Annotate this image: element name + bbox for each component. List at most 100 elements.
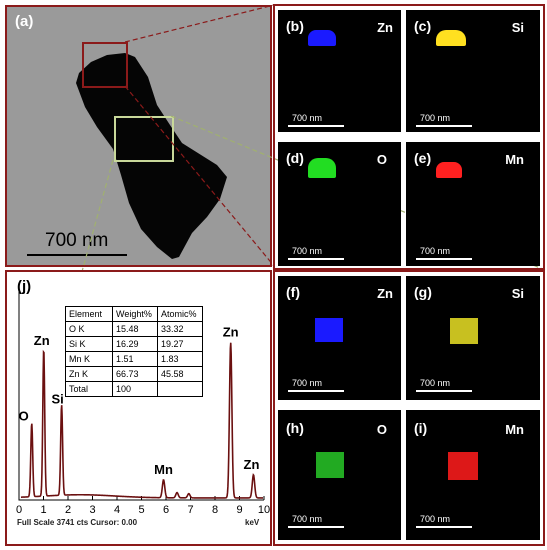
table-row: Zn K 66.73 45.58 [65, 366, 203, 382]
panel-g: (g) Si 700 nm [406, 276, 540, 400]
panel-e-scale-bar [416, 258, 472, 260]
x-tick-label: 5 [138, 504, 144, 516]
panel-d-scale-bar [288, 258, 344, 260]
panel-f-scale-text: 700 nm [292, 378, 323, 388]
panel-h-label: (h) [286, 420, 304, 436]
table-row: Total 100 [65, 381, 203, 397]
tem-image [76, 42, 227, 259]
table-header-row: Element Weight% Atomic% [65, 306, 203, 322]
panel-e-element: Mn [505, 152, 524, 167]
mn-map-signal [436, 162, 462, 178]
table-row: O K 15.48 33.32 [65, 321, 203, 337]
panel-d-label: (d) [286, 150, 304, 166]
zn-map-signal [308, 30, 336, 46]
panel-d-scale-text: 700 nm [292, 246, 323, 256]
panel-a-label: (a) [15, 13, 34, 30]
panel-h-scale-bar [288, 526, 344, 528]
panel-g-scale-bar [416, 390, 472, 392]
table-cell: Total [65, 381, 113, 397]
table-row: Si K 16.29 19.27 [65, 336, 203, 352]
peak-labels: O Zn Si Mn Zn Zn [19, 325, 260, 478]
table-cell: 100 [112, 381, 158, 397]
x-tick-label: 1 [40, 504, 46, 516]
peak-label: Si [51, 392, 63, 407]
panel-j: (j) 0 1 2 3 4 5 6 7 8 9 10 O Zn Si Mn Zn Zn Element Weig… [5, 270, 272, 546]
panel-d-element: O [376, 152, 387, 167]
panel-g-label: (g) [414, 284, 432, 300]
x-tick-label: 10 [258, 504, 270, 516]
table-cell: Weight% [112, 306, 158, 322]
x-tick-label: 6 [163, 504, 169, 516]
si-map-signal [436, 30, 466, 46]
panel-g-scale-text: 700 nm [420, 378, 451, 388]
particle-shape [76, 53, 227, 259]
x-tick-label: 9 [236, 504, 242, 516]
table-cell: Zn K [65, 366, 113, 382]
panel-d: (d) O 700 nm [278, 142, 401, 266]
table-cell: Atomic% [157, 306, 203, 322]
table-cell: 33.32 [157, 321, 203, 337]
x-tick-label: 3 [89, 504, 95, 516]
panel-e-label: (e) [414, 150, 432, 166]
table-cell [157, 381, 203, 397]
panel-h: (h) O 700 nm [278, 410, 401, 540]
zn-area-map-signal [315, 318, 343, 342]
panel-c: (c) Si 700 nm [406, 10, 540, 132]
table-cell: 19.27 [157, 336, 203, 352]
spectrum-ticks: 0 1 2 3 4 5 6 7 8 9 10 [16, 496, 270, 516]
table-cell: Element [65, 306, 113, 322]
panel-h-scale-text: 700 nm [292, 514, 323, 524]
panel-e: (e) Mn 700 nm [406, 142, 540, 266]
o-map-signal [308, 158, 336, 178]
panel-i-element: Mn [505, 422, 524, 437]
table-cell: O K [65, 321, 113, 337]
panel-i-scale-bar [416, 526, 472, 528]
panel-i: (i) Mn 700 nm [406, 410, 540, 540]
x-tick-label: 2 [65, 504, 71, 516]
o-area-map-signal [316, 452, 344, 478]
spectrum-footer-left: Full Scale 3741 cts Cursor: 0.00 [17, 518, 138, 527]
spectrum-line [20, 342, 264, 499]
panel-c-scale-text: 700 nm [420, 113, 451, 123]
panel-f-label: (f) [286, 284, 300, 300]
panel-c-scale-bar [416, 125, 472, 127]
panel-b-scale-text: 700 nm [292, 113, 323, 123]
table-cell: 16.29 [112, 336, 158, 352]
peak-label: Zn [223, 325, 239, 340]
panel-a-scale-text: 700 nm [45, 230, 109, 251]
x-tick-label: 8 [212, 504, 218, 516]
x-tick-label: 7 [187, 504, 193, 516]
panel-f-element: Zn [377, 286, 393, 301]
panel-f-scale-bar [288, 390, 344, 392]
panel-i-label: (i) [414, 420, 428, 436]
peak-label: Zn [244, 457, 260, 472]
panel-f: (f) Zn 700 nm [278, 276, 401, 400]
peak-label: Zn [34, 333, 50, 348]
panel-b-element: Zn [377, 20, 393, 35]
panel-j-label: (j) [17, 278, 32, 295]
table-cell: 1.51 [112, 351, 158, 367]
panel-b-scale-bar [288, 125, 344, 127]
table-cell: 15.48 [112, 321, 158, 337]
table-cell: Mn K [65, 351, 113, 367]
panel-b-label: (b) [286, 18, 304, 34]
table-cell: Si K [65, 336, 113, 352]
eds-spectrum: 0 1 2 3 4 5 6 7 8 9 10 O Zn Si Mn Zn Zn [16, 290, 270, 516]
x-tick-label: 4 [114, 504, 120, 516]
panel-g-element: Si [511, 286, 524, 301]
panel-b: (b) Zn 700 nm [278, 10, 401, 132]
panel-c-label: (c) [414, 18, 432, 34]
peak-label: O [19, 409, 29, 424]
si-area-map-signal [450, 318, 478, 344]
map-grid-bottom-frame [273, 270, 545, 546]
x-tick-label: 0 [16, 504, 22, 516]
panel-a: (a) 700 nm [5, 5, 272, 267]
panel-c-element: Si [511, 20, 524, 35]
panel-h-element: O [376, 422, 387, 437]
composition-table: Element Weight% Atomic% O K 15.48 33.32 Si K 16… [65, 306, 203, 397]
panel-i-scale-text: 700 nm [420, 514, 451, 524]
table-cell: 1.83 [157, 351, 203, 367]
map-grid-top-frame [273, 4, 545, 270]
table-cell: 45.58 [157, 366, 203, 382]
panel-a-scale-bar [27, 254, 127, 256]
